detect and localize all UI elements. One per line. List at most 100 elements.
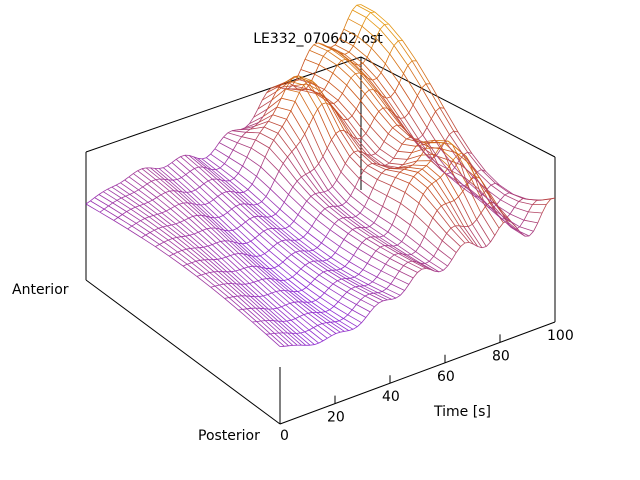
mesh-line-position	[442, 241, 456, 253]
mesh-line-position	[440, 177, 454, 200]
mesh-line-time	[326, 230, 330, 237]
mesh-line-time	[211, 286, 215, 287]
mesh-line-position	[289, 195, 303, 208]
mesh-line-time	[405, 284, 409, 290]
mesh-line-position	[370, 126, 384, 141]
mesh-line-time	[222, 192, 226, 194]
mesh-line-time	[208, 245, 212, 247]
mesh-line-position	[377, 277, 391, 284]
mesh-line-position	[282, 127, 296, 147]
mesh-line-position	[148, 202, 162, 213]
mesh-line-time	[395, 83, 399, 92]
mesh-line-time	[315, 275, 319, 279]
mesh-line-time	[265, 148, 269, 157]
mesh-line-position	[309, 50, 323, 56]
mesh-line-time	[216, 241, 220, 243]
mesh-line-time	[237, 225, 241, 228]
mesh-line-time	[302, 288, 306, 291]
mesh-line-time	[348, 116, 352, 120]
mesh-line-position	[445, 173, 459, 197]
mesh-line-time	[440, 173, 444, 178]
mesh-line-time	[273, 243, 277, 246]
mesh-line-position	[367, 263, 381, 270]
mesh-line-time	[373, 180, 377, 189]
mesh-line-time	[132, 223, 136, 226]
mesh-line-time	[391, 178, 395, 186]
mesh-line-time	[451, 226, 455, 228]
mesh-line-time	[230, 254, 234, 255]
mesh-line-time	[319, 56, 323, 64]
mesh-line-position	[251, 148, 265, 157]
mesh-line-position	[250, 219, 264, 231]
mesh-line-position	[270, 189, 284, 202]
mesh-line-position	[520, 227, 534, 232]
mesh-line-time	[280, 202, 284, 209]
mesh-line-time	[95, 195, 99, 198]
mesh-line-time	[305, 126, 309, 135]
mesh-line-position	[381, 271, 395, 278]
mesh-line-time	[370, 223, 374, 227]
mesh-line-position	[309, 126, 323, 157]
mesh-line-position	[323, 157, 337, 181]
mesh-line-position	[349, 262, 363, 270]
mesh-line-time	[229, 297, 233, 298]
mesh-line-time	[146, 233, 150, 236]
mesh-line-time	[420, 237, 424, 246]
mesh-line-time	[387, 284, 391, 289]
mesh-line-time	[267, 217, 271, 218]
mesh-line-time	[228, 131, 232, 133]
mesh-line-time	[248, 184, 252, 189]
mesh-line-time	[377, 271, 381, 277]
mesh-line-position	[303, 237, 317, 248]
mesh-line-position	[429, 227, 443, 241]
mesh-line-time	[396, 295, 400, 298]
mesh-line-position	[348, 315, 362, 323]
mesh-line-position	[258, 281, 272, 293]
mesh-line-time	[223, 213, 227, 216]
mesh-line-time	[194, 167, 198, 169]
mesh-line-time	[389, 158, 393, 163]
mesh-line-time	[187, 263, 191, 265]
mesh-line-position	[369, 294, 383, 301]
mesh-line-position	[224, 137, 238, 143]
mesh-line-position	[379, 237, 393, 246]
mesh-line-time	[156, 179, 160, 180]
mesh-line-position	[447, 233, 461, 246]
mesh-line-time	[319, 341, 323, 343]
mesh-line-time	[329, 73, 333, 82]
mesh-line-time	[191, 190, 195, 192]
mesh-line-position	[324, 293, 338, 302]
mesh-line-position	[335, 110, 349, 133]
mesh-line-time	[362, 239, 366, 243]
mesh-line-time	[348, 230, 352, 234]
mesh-line-position	[302, 290, 316, 300]
mesh-line-time	[139, 187, 143, 190]
mesh-line-time	[131, 207, 135, 209]
mesh-line-time	[354, 249, 358, 256]
mesh-line-position	[346, 202, 360, 213]
mesh-line-time	[219, 137, 223, 143]
mesh-line-position	[269, 250, 283, 262]
mesh-line-time	[534, 223, 538, 231]
mesh-line-time	[349, 255, 353, 261]
mesh-line-position	[412, 61, 426, 84]
mesh-line-position	[141, 238, 155, 247]
mesh-line-position	[312, 226, 326, 237]
mesh-line-time	[195, 187, 199, 190]
mesh-line-time	[301, 332, 305, 333]
mesh-line-position	[223, 216, 237, 229]
mesh-line-time	[109, 203, 113, 206]
mesh-line-time	[372, 251, 376, 257]
mesh-line-position	[491, 185, 505, 195]
mesh-line-time	[348, 310, 352, 315]
mesh-line-position	[132, 226, 146, 235]
mesh-line-time	[524, 212, 528, 220]
mesh-line-time	[219, 284, 223, 285]
mesh-line-time	[270, 333, 274, 334]
mesh-line-position	[390, 169, 404, 170]
mesh-line-position	[108, 189, 122, 198]
mesh-line-time	[259, 296, 263, 297]
mesh-line-time	[262, 197, 266, 202]
mesh-line-time	[427, 119, 431, 128]
mesh-line-time	[323, 148, 327, 156]
